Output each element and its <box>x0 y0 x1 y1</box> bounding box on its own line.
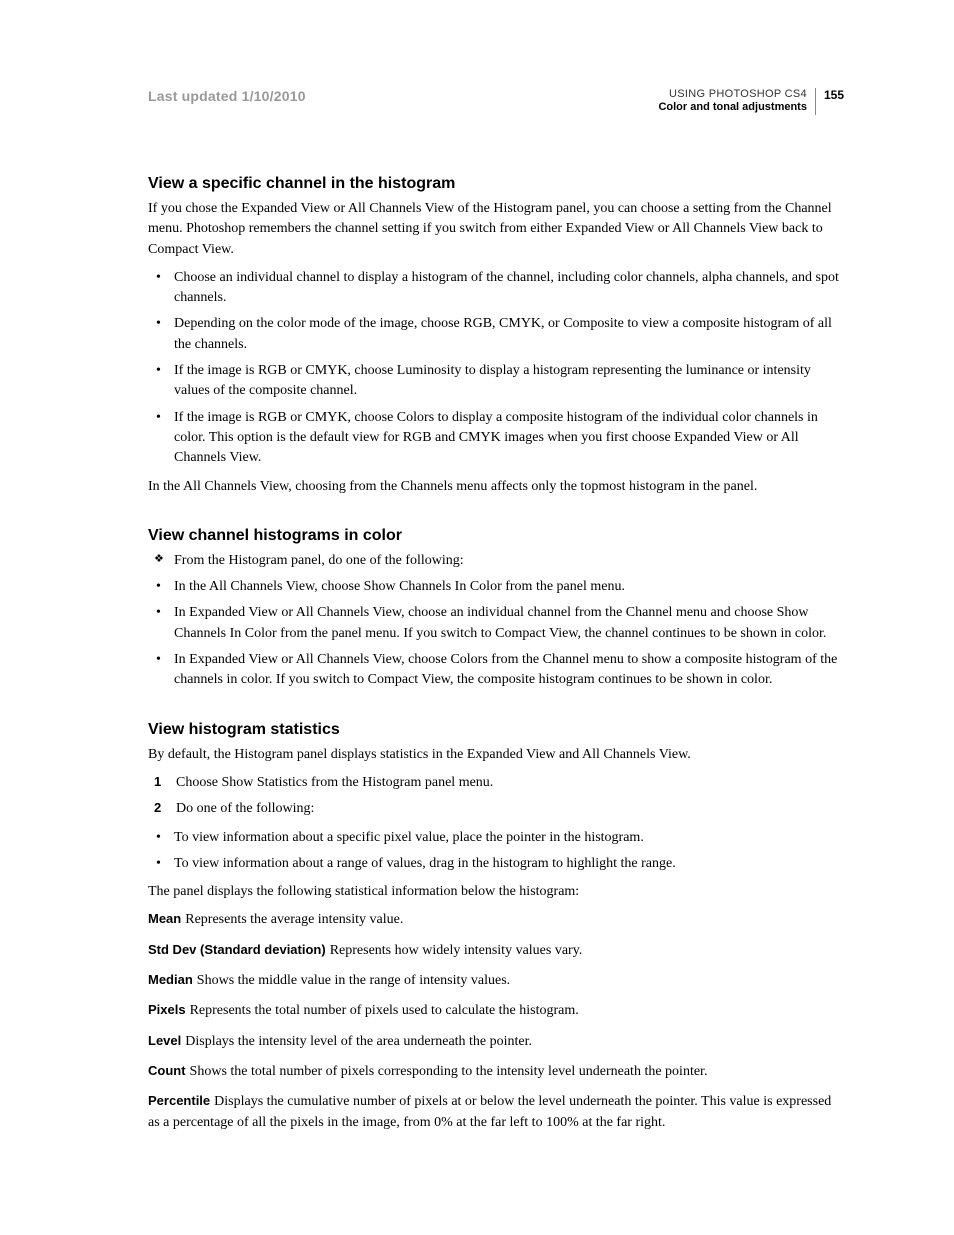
list-item: If the image is RGB or CMYK, choose Lumi… <box>168 361 844 402</box>
section-view-channel-color: View channel histograms in color From th… <box>148 527 844 691</box>
def-term: Median <box>148 972 193 987</box>
definition-pixels: Pixels Represents the total number of pix… <box>148 1001 844 1021</box>
header-right: USING PHOTOSHOP CS4 Color and tonal adju… <box>658 88 844 115</box>
chapter-title: Color and tonal adjustments <box>658 101 807 113</box>
def-desc: Represents the total number of pixels us… <box>190 1003 579 1018</box>
list-item: Do one of the following: <box>168 799 844 819</box>
definition-count: Count Shows the total number of pixels co… <box>148 1062 844 1082</box>
definition-stddev: Std Dev (Standard deviation) Represents h… <box>148 941 844 961</box>
list-item: In Expanded View or All Channels View, c… <box>168 650 844 691</box>
definition-mean: Mean Represents the average intensity val… <box>148 910 844 930</box>
definition-level: Level Displays the intensity level of the… <box>148 1032 844 1052</box>
def-desc: Shows the middle value in the range of i… <box>197 973 510 988</box>
list-item: In Expanded View or All Channels View, c… <box>168 603 844 644</box>
section-view-statistics: View histogram statistics By default, th… <box>148 721 844 1133</box>
bullet-list: In the All Channels View, choose Show Ch… <box>148 577 844 690</box>
def-desc: Represents how widely intensity values v… <box>330 943 583 958</box>
section-heading: View histogram statistics <box>148 721 844 739</box>
section-heading: View channel histograms in color <box>148 527 844 545</box>
header-titles: USING PHOTOSHOP CS4 Color and tonal adju… <box>658 88 815 113</box>
section-intro: By default, the Histogram panel displays… <box>148 745 844 765</box>
bullet-list: Choose an individual channel to display … <box>148 268 844 469</box>
section-trailing: In the All Channels View, choosing from … <box>148 477 844 497</box>
def-desc: Represents the average intensity value. <box>185 912 403 927</box>
def-term: Percentile <box>148 1093 210 1108</box>
page-header: Last updated 1/10/2010 USING PHOTOSHOP C… <box>148 88 844 115</box>
def-term: Level <box>148 1033 181 1048</box>
bullet-list: To view information about a specific pix… <box>148 828 844 875</box>
section-heading: View a specific channel in the histogram <box>148 175 844 193</box>
section-trailing: The panel displays the following statist… <box>148 882 844 902</box>
step-list: Choose Show Statistics from the Histogra… <box>148 773 844 820</box>
list-item: Choose Show Statistics from the Histogra… <box>168 773 844 793</box>
list-item: To view information about a specific pix… <box>168 828 844 848</box>
def-desc: Shows the total number of pixels corresp… <box>190 1064 708 1079</box>
def-term: Count <box>148 1063 186 1078</box>
list-item: From the Histogram panel, do one of the … <box>168 551 844 571</box>
def-term: Mean <box>148 911 181 926</box>
list-item: Choose an individual channel to display … <box>168 268 844 309</box>
list-item: In the All Channels View, choose Show Ch… <box>168 577 844 597</box>
diamond-list: From the Histogram panel, do one of the … <box>148 551 844 571</box>
section-view-specific-channel: View a specific channel in the histogram… <box>148 175 844 497</box>
definition-percentile: PercentileDisplays the cumulative number… <box>148 1092 844 1133</box>
def-desc: Displays the cumulative number of pixels… <box>148 1094 831 1129</box>
list-item: To view information about a range of val… <box>168 854 844 874</box>
definition-median: Median Shows the middle value in the rang… <box>148 971 844 991</box>
list-item: If the image is RGB or CMYK, choose Colo… <box>168 408 844 469</box>
def-desc: Displays the intensity level of the area… <box>185 1034 532 1049</box>
doc-title: USING PHOTOSHOP CS4 <box>669 88 807 100</box>
last-updated-label: Last updated 1/10/2010 <box>148 88 306 104</box>
document-page: Last updated 1/10/2010 USING PHOTOSHOP C… <box>0 0 954 1235</box>
section-intro: If you chose the Expanded View or All Ch… <box>148 199 844 260</box>
def-term: Std Dev (Standard deviation) <box>148 942 326 957</box>
page-number: 155 <box>815 88 844 115</box>
list-item: Depending on the color mode of the image… <box>168 314 844 355</box>
def-term: Pixels <box>148 1002 186 1017</box>
